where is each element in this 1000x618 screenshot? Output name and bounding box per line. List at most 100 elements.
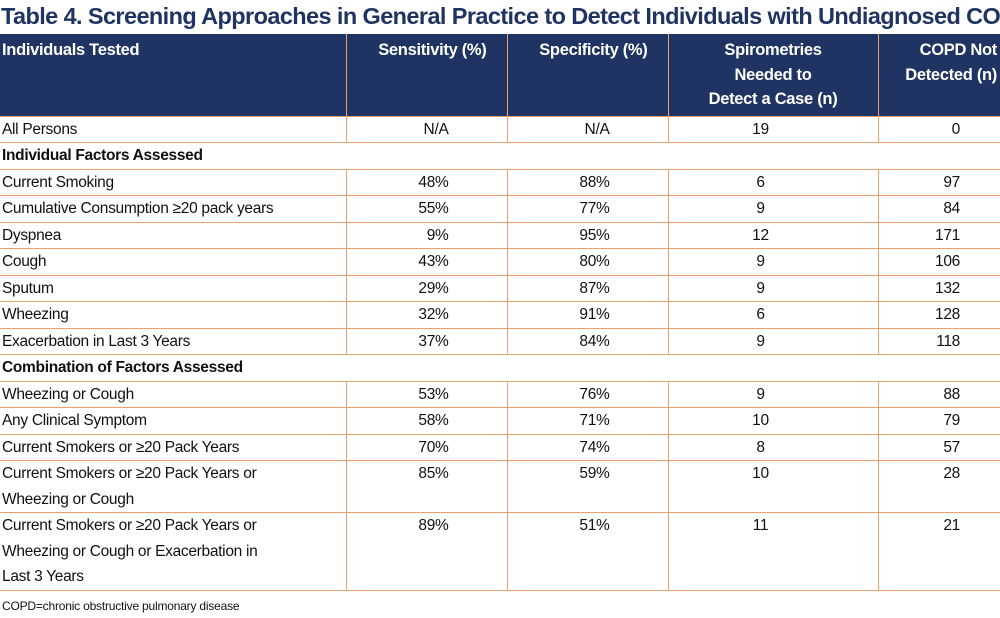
row-label-line: Wheezing or Cough bbox=[2, 490, 134, 508]
cell-specificity: 76% bbox=[506, 380, 668, 408]
cell-spirometries: 9 bbox=[667, 195, 878, 222]
cell-sensitivity: 9% bbox=[345, 221, 507, 249]
cell-sensitivity: 53% bbox=[345, 380, 507, 408]
table-row: Dyspnea 9% 95% 12 171 bbox=[0, 221, 1000, 249]
cell-spirometries: 11 bbox=[667, 512, 878, 591]
cell-sensitivity: 89% bbox=[345, 512, 507, 591]
row-label-line: Wheezing or Cough or Exacerbation in bbox=[2, 542, 258, 560]
table-row: Sputum 29% 87% 9 132 bbox=[0, 274, 1000, 302]
cell-sensitivity: 70% bbox=[345, 433, 507, 461]
table-row: Exacerbation in Last 3 Years 37% 84% 9 118 bbox=[0, 327, 1000, 355]
row-label: Any Clinical Symptom bbox=[0, 407, 346, 434]
cell-specificity: 74% bbox=[506, 433, 668, 461]
header-copd-not-detected: COPD Not Detected (n) bbox=[877, 34, 1000, 116]
section-heading: Combination of Factors Assessed bbox=[0, 354, 1000, 381]
cell-copd-not-detected: 84 bbox=[877, 195, 1000, 222]
cell-sensitivity: 85% bbox=[345, 460, 507, 513]
table-body: All Persons N/A N/A 19 0 Individual Factors A… bbox=[0, 115, 1000, 591]
table-row: Wheezing or Cough 53% 76% 9 88 bbox=[0, 380, 1000, 408]
cell-copd-not-detected: 128 bbox=[877, 301, 1000, 328]
cell-sensitivity: 48% bbox=[345, 168, 507, 196]
table-row: All Persons N/A N/A 19 0 bbox=[0, 115, 1000, 143]
cell-specificity: 80% bbox=[506, 248, 668, 275]
cell-spirometries: 9 bbox=[667, 380, 878, 408]
row-label: Current Smokers or ≥20 Pack Years bbox=[0, 433, 346, 461]
row-label: Sputum bbox=[0, 274, 346, 302]
cell-spirometries: 19 bbox=[667, 115, 878, 143]
cell-spirometries: 6 bbox=[667, 168, 878, 196]
cell-sensitivity: 58% bbox=[345, 407, 507, 434]
cell-spirometries: 10 bbox=[667, 460, 878, 513]
cell-specificity: 51% bbox=[506, 512, 668, 591]
table-row: Current Smoking 48% 88% 6 97 bbox=[0, 168, 1000, 196]
header-copd-line2: Detected (n) bbox=[905, 65, 997, 84]
row-label-line: Current Smokers or ≥20 Pack Years or bbox=[2, 465, 257, 482]
cell-specificity: 71% bbox=[506, 407, 668, 434]
table-row: Wheezing 32% 91% 6 128 bbox=[0, 301, 1000, 328]
header-spirometries-line3: Detect a Case (n) bbox=[708, 90, 838, 108]
cell-copd-not-detected: 97 bbox=[877, 168, 1000, 196]
table-row: Current Smokers or ≥20 Pack Years 70% 74% 8… bbox=[0, 433, 1000, 461]
table-row: Any Clinical Symptom 58% 71% 10 79 bbox=[0, 407, 1000, 434]
cell-spirometries: 8 bbox=[667, 433, 878, 461]
table-header: Individuals Tested Sensitivity (%) Speci… bbox=[0, 34, 1000, 116]
cell-copd-not-detected: 21 bbox=[877, 512, 1000, 591]
row-label: Exacerbation in Last 3 Years bbox=[0, 327, 346, 355]
cell-sensitivity: 55% bbox=[345, 195, 507, 222]
cell-copd-not-detected: 28 bbox=[877, 460, 1000, 513]
cell-specificity: 95% bbox=[506, 221, 668, 249]
table-title: Table 4. Screening Approaches in General… bbox=[1, 3, 1000, 29]
cell-specificity: 87% bbox=[506, 274, 668, 302]
row-label: Wheezing bbox=[0, 301, 346, 328]
header-spirometries: Spirometries Needed to Detect a Case (n) bbox=[667, 34, 878, 116]
cell-sensitivity: 32% bbox=[345, 301, 507, 328]
cell-specificity: 88% bbox=[506, 168, 668, 196]
row-label: Wheezing or Cough bbox=[0, 380, 346, 408]
section-heading: Individual Factors Assessed bbox=[0, 142, 1000, 169]
row-label: Current Smokers or ≥20 Pack Years or Whee… bbox=[0, 460, 346, 513]
cell-sensitivity: N/A bbox=[345, 115, 507, 143]
header-individuals-tested: Individuals Tested bbox=[0, 34, 346, 116]
row-label: Current Smokers or ≥20 Pack Years or Whee… bbox=[0, 512, 346, 591]
cell-spirometries: 10 bbox=[667, 407, 878, 434]
cell-specificity: 91% bbox=[506, 301, 668, 328]
row-label: Cough bbox=[0, 248, 346, 275]
cell-copd-not-detected: 79 bbox=[877, 407, 1000, 434]
row-label: Current Smoking bbox=[0, 168, 346, 196]
cell-sensitivity: 43% bbox=[345, 248, 507, 275]
row-label-line: Last 3 Years bbox=[2, 568, 84, 585]
row-label-line: Current Smokers or ≥20 Pack Years or bbox=[2, 517, 257, 534]
cell-spirometries: 6 bbox=[667, 301, 878, 328]
cell-copd-not-detected: 171 bbox=[877, 221, 1000, 249]
table-row: Cough 43% 80% 9 106 bbox=[0, 248, 1000, 275]
cell-copd-not-detected: 57 bbox=[877, 433, 1000, 461]
section-row: Individual Factors Assessed bbox=[0, 142, 1000, 169]
cell-spirometries: 9 bbox=[667, 327, 878, 355]
table-row: Cumulative Consumption ≥20 pack years 55%… bbox=[0, 195, 1000, 222]
cell-spirometries: 9 bbox=[667, 274, 878, 302]
cell-spirometries: 12 bbox=[667, 221, 878, 249]
cell-copd-not-detected: 132 bbox=[877, 274, 1000, 302]
header-specificity: Specificity (%) bbox=[506, 34, 668, 116]
header-copd-line1: COPD Not bbox=[919, 41, 998, 59]
cell-specificity: 77% bbox=[506, 195, 668, 222]
cell-specificity: 59% bbox=[506, 460, 668, 513]
table-row: Current Smokers or ≥20 Pack Years or Whee… bbox=[0, 460, 1000, 513]
row-label: Cumulative Consumption ≥20 pack years bbox=[0, 195, 346, 222]
cell-copd-not-detected: 118 bbox=[877, 327, 1000, 355]
header-sensitivity: Sensitivity (%) bbox=[345, 34, 507, 116]
footnote: COPD=chronic obstructive pulmonary disea… bbox=[2, 598, 240, 613]
row-label: All Persons bbox=[0, 115, 346, 143]
cell-copd-not-detected: 0 bbox=[877, 115, 1000, 143]
table-row: Current Smokers or ≥20 Pack Years or Whee… bbox=[0, 512, 1000, 591]
cell-copd-not-detected: 88 bbox=[877, 380, 1000, 408]
cell-specificity: 84% bbox=[506, 327, 668, 355]
header-spirometries-line1: Spirometries bbox=[724, 41, 822, 59]
cell-sensitivity: 29% bbox=[345, 274, 507, 302]
cell-spirometries: 9 bbox=[667, 248, 878, 275]
row-label: Dyspnea bbox=[0, 221, 346, 249]
header-spirometries-line2: Needed to bbox=[734, 65, 812, 84]
section-row: Combination of Factors Assessed bbox=[0, 354, 1000, 381]
screening-table: Individuals Tested Sensitivity (%) Speci… bbox=[0, 34, 1000, 591]
header-row: Individuals Tested Sensitivity (%) Speci… bbox=[0, 34, 1000, 116]
